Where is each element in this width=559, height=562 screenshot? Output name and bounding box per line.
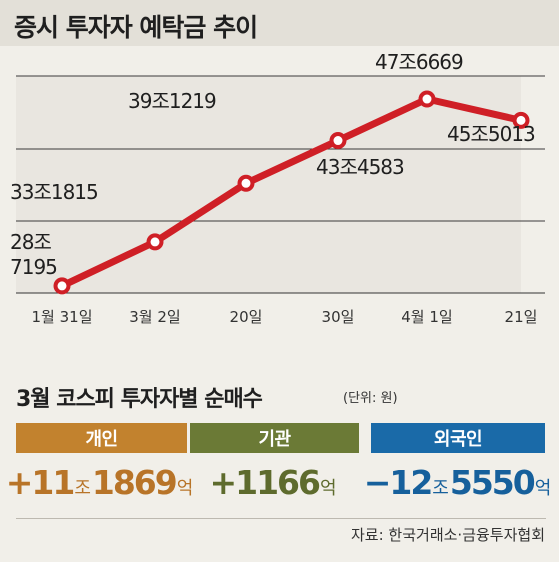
- value-unit: 억: [176, 478, 194, 499]
- data-point: [53, 277, 71, 295]
- data-point: [329, 132, 347, 150]
- plot-background: [16, 76, 521, 293]
- x-tick-label: 4월 1일: [401, 308, 452, 326]
- data-label: 47조6669: [375, 50, 463, 74]
- unit-label: (단위: 원): [343, 391, 398, 406]
- foreign-net-buying-value: −12 조 5550 억: [362, 463, 554, 513]
- chart-title: 증시 투자자 예탁금 추이: [14, 13, 258, 42]
- data-label: 28조: [10, 230, 51, 254]
- value-number: 5550: [449, 463, 536, 502]
- value-sign: +: [209, 463, 237, 502]
- data-point: [146, 233, 164, 251]
- institution-net-buying-value: +1166 억: [186, 463, 361, 513]
- header-band: 증시 투자자 예탁금 추이: [0, 0, 559, 46]
- value-number: 11: [31, 463, 75, 502]
- data-point: [418, 90, 436, 108]
- value-sign: +: [5, 463, 34, 502]
- data-point: [237, 174, 255, 192]
- investor-institution-band: 기관: [190, 423, 359, 453]
- value-unit: 조: [432, 478, 449, 499]
- data-point: [512, 111, 530, 129]
- value-unit: 조: [74, 478, 91, 499]
- data-label: 39조1219: [128, 89, 216, 113]
- data-label: 43조4583: [316, 155, 404, 179]
- data-label: 45조5013: [447, 122, 535, 146]
- x-tick-label: 3월 2일: [129, 308, 180, 326]
- x-tick-label: 1월 31일: [32, 308, 93, 326]
- divider: [16, 518, 546, 519]
- net-buying-title: 3월 코스피 투자자별 순매수: [16, 387, 263, 412]
- data-label: 33조1815: [10, 180, 98, 204]
- investor-individual-band: 개인: [16, 423, 187, 453]
- x-tick-label: 21일: [505, 308, 538, 326]
- value-number: 12: [389, 463, 433, 502]
- x-tick-label: 20일: [230, 308, 263, 326]
- value-number: 1869: [91, 463, 178, 502]
- value-unit: 억: [319, 478, 337, 499]
- value-sign: −: [363, 463, 392, 502]
- x-tick-label: 30일: [322, 308, 355, 326]
- investor-foreign-band: 외국인: [371, 423, 545, 453]
- data-label: 7195: [10, 255, 57, 279]
- individual-net-buying-value: +11 조 1869 억: [6, 463, 194, 513]
- deposit-series-line: [58, 95, 525, 290]
- source-note: 자료: 한국거래소·금융투자협회: [351, 526, 545, 544]
- value-number: 1166: [235, 463, 321, 502]
- value-unit: 억: [534, 478, 552, 499]
